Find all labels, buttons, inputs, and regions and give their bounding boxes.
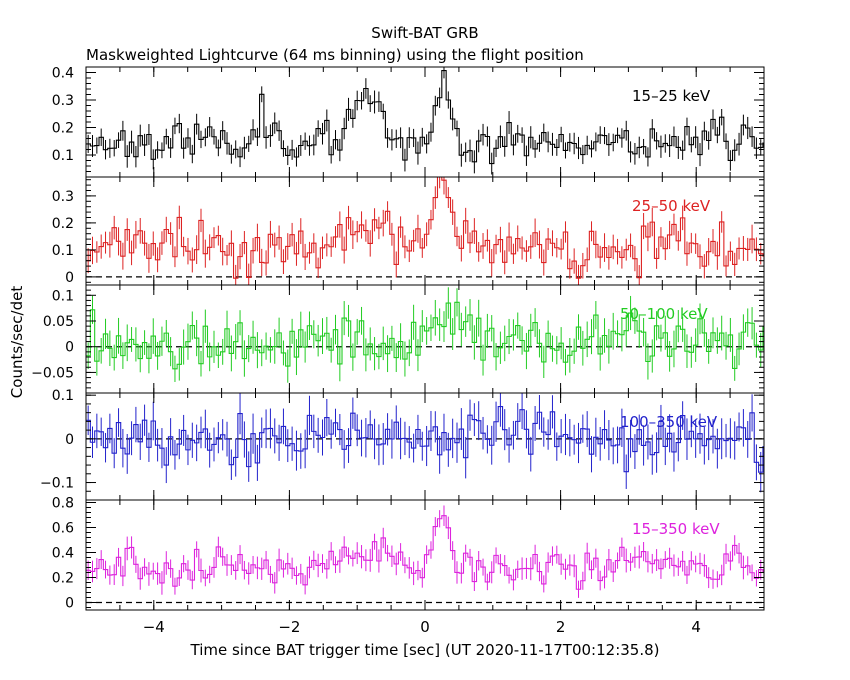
panel-2: 0 0.1 0.2 0.3 25–50 keV <box>52 176 765 286</box>
y-tick-label: 0 <box>65 432 74 448</box>
step-line <box>86 301 764 370</box>
x-tick-label: 4 <box>691 618 701 636</box>
y-tick-label: 0.8 <box>52 496 74 512</box>
data-series-2 <box>86 177 764 285</box>
y-axis-label: Counts/sec/det <box>8 286 26 399</box>
x-tick-label: −4 <box>143 618 165 636</box>
y-tick-label: 0.3 <box>52 189 74 205</box>
y-tick-label: 0.3 <box>52 93 74 109</box>
x-axis-label: Time since BAT trigger time [sec] (UT 20… <box>190 641 660 659</box>
y-tick-label: 0.4 <box>52 546 74 562</box>
y-tick-label: 0.1 <box>52 388 74 404</box>
x-tick-label: −2 <box>278 618 300 636</box>
panel-5: 0 0.2 0.4 0.6 0.8 15–350 keV <box>52 496 765 612</box>
y-tick-label: 0.1 <box>52 243 74 259</box>
panel-3: −0.05 0 0.05 0.1 50–100 keV <box>31 284 765 394</box>
data-series-3 <box>86 287 764 383</box>
y-tick-label: 0.2 <box>52 571 74 587</box>
step-line <box>86 405 764 473</box>
chart-subtitle: Maskweighted Lightcurve (64 ms binning) … <box>86 46 584 64</box>
y-tick-label: 0 <box>65 270 74 286</box>
panel-4: −0.1 0 0.1 100–350 keV <box>40 388 765 501</box>
y-tick-label: −0.1 <box>40 476 74 492</box>
step-line <box>86 515 764 590</box>
x-tick-label: 2 <box>556 618 566 636</box>
y-tick-label: 0.05 <box>43 314 74 330</box>
step-line <box>86 70 764 165</box>
y-tick-label: 0.4 <box>52 66 74 82</box>
y-tick-label: 0.1 <box>52 148 74 164</box>
panel-1: 0.1 0.2 0.3 0.4 15–25 keV <box>52 66 765 178</box>
energy-band-label: 15–25 keV <box>632 87 711 105</box>
y-tick-label: 0 <box>65 596 74 612</box>
y-tick-label: 0.1 <box>52 288 74 304</box>
data-series-5 <box>86 505 764 598</box>
y-tick-label: −0.05 <box>31 365 74 381</box>
data-series-1 <box>86 67 764 175</box>
x-tick-label: 0 <box>420 618 430 636</box>
data-series-4 <box>86 393 764 493</box>
chart-title: Swift-BAT GRB <box>371 24 478 42</box>
energy-band-label: 25–50 keV <box>632 197 711 215</box>
energy-band-label: 50–100 keV <box>620 305 708 323</box>
y-tick-label: 0.2 <box>52 216 74 232</box>
y-tick-label: 0.2 <box>52 121 74 137</box>
y-tick-label: 0.6 <box>52 521 74 537</box>
panels-group: 0.1 0.2 0.3 0.4 15–25 keV 0 0.1 0.2 0.3 25–50 keV… <box>31 66 765 636</box>
energy-band-label: 100–350 keV <box>620 413 718 431</box>
step-line <box>86 177 764 279</box>
energy-band-label: 15–350 keV <box>632 520 720 538</box>
y-tick-label: 0 <box>65 340 74 356</box>
